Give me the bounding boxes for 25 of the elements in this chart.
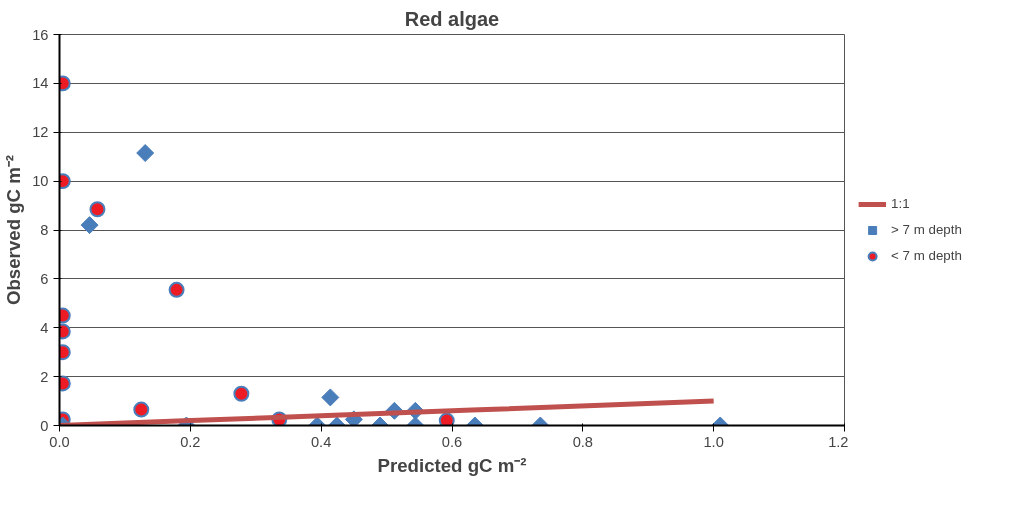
x-tick-label: 0.2 [180,433,201,450]
point [80,216,99,235]
y-tick-label: 10 [32,173,49,190]
x-tick-label: 0.8 [572,433,594,450]
y-tick-label: 14 [32,75,49,92]
legend-label: 1:1 [891,196,911,211]
chart-title: Red algae [404,7,500,30]
y-tick-label: 4 [40,319,49,336]
x-tick-label: 0.4 [310,433,332,450]
legend-label: < 7 m depth [891,248,962,263]
y-tick-label: 16 [32,26,49,43]
x-tick-label: 0.0 [49,433,70,450]
x-tick-label: 1.0 [703,433,724,450]
y-axis-title: Observed gC m⁻² [3,154,25,306]
y-tick-label: 6 [40,270,49,287]
y-tick-label: 0 [40,417,49,434]
y-tick-label: 12 [32,124,49,141]
point [136,144,155,163]
x-axis-title: Predicted gC m⁻² [377,454,527,476]
x-tick-label: 0.6 [441,433,463,450]
legend-label: > 7 m depth [891,222,962,237]
x-tick-label: 1.2 [828,433,849,450]
point [321,388,340,407]
y-tick-label: 8 [40,222,49,238]
y-tick-label: 2 [40,368,49,385]
